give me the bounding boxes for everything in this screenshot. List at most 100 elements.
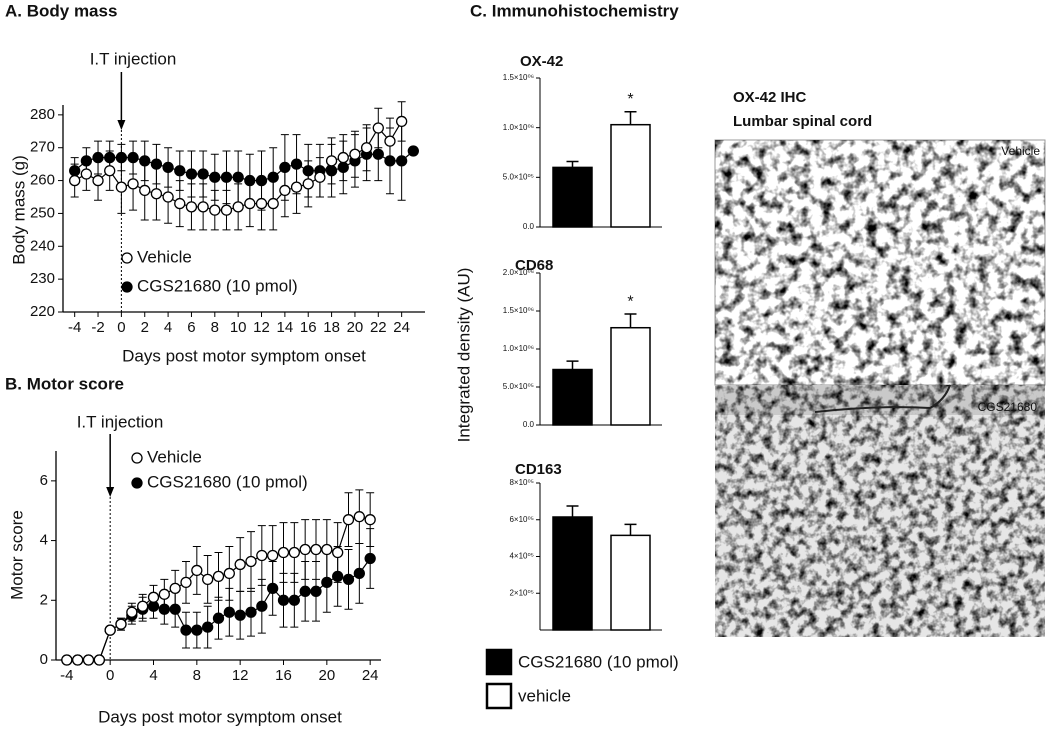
point — [139, 184, 151, 197]
point — [72, 654, 84, 666]
y-tick-label: 8×10⁰⁵ — [509, 478, 534, 487]
point — [139, 155, 151, 167]
error-bar — [566, 505, 579, 517]
point — [162, 161, 174, 174]
point — [267, 171, 279, 183]
point — [174, 165, 186, 177]
point — [93, 654, 105, 666]
point — [267, 197, 279, 210]
x-tick-label: 16 — [275, 667, 292, 684]
y-tick-label: 6 — [40, 472, 48, 489]
x-tick-label: 24 — [393, 319, 410, 336]
point — [364, 514, 376, 526]
point — [69, 174, 81, 187]
point — [127, 151, 139, 164]
x-tick-label: -4 — [68, 319, 81, 336]
point — [150, 188, 163, 200]
x-tick-label: 12 — [253, 319, 270, 336]
legend-label: CGS21680 (10 pmol) — [147, 472, 308, 491]
y-tick-label: 5.0×10⁰⁵ — [503, 382, 534, 391]
significance: * — [627, 293, 633, 310]
point — [220, 204, 233, 216]
point — [395, 155, 408, 167]
point — [277, 546, 290, 559]
point — [220, 171, 233, 183]
point — [82, 654, 95, 666]
point — [69, 165, 81, 177]
point — [197, 168, 209, 180]
bar — [610, 534, 651, 631]
point — [180, 576, 192, 589]
point — [104, 165, 116, 177]
error-bar — [566, 360, 579, 370]
point — [372, 122, 384, 134]
point — [245, 606, 257, 618]
point — [209, 171, 221, 183]
point — [223, 606, 235, 618]
x-tick-label: 8 — [193, 667, 201, 684]
y-tick-label: 240 — [30, 237, 55, 254]
point — [232, 201, 244, 213]
point — [325, 155, 338, 167]
point — [360, 142, 373, 154]
point — [191, 564, 203, 577]
x-tick-label: 18 — [323, 319, 340, 336]
tissue-edge — [814, 384, 951, 413]
point — [342, 514, 355, 526]
image-texture — [715, 140, 1045, 385]
point — [147, 591, 160, 603]
point — [212, 570, 225, 583]
point — [256, 549, 268, 562]
y-tick-label: 2.0×10⁰⁶ — [503, 268, 534, 277]
bar — [610, 326, 651, 426]
x-tick-label: 6 — [187, 319, 195, 336]
point — [288, 546, 300, 559]
legend-label: Vehicle — [147, 447, 202, 466]
micrograph-subtitle: Lumbar spinal cord — [733, 113, 872, 130]
point — [290, 181, 303, 193]
point — [197, 201, 209, 213]
point — [255, 174, 268, 187]
micrograph-title: OX-42 IHC — [733, 89, 807, 106]
point — [232, 171, 244, 183]
y-tick-label: 0.0 — [523, 420, 535, 429]
point — [302, 165, 314, 177]
y-tick-label: 2 — [40, 591, 48, 608]
point — [342, 573, 355, 586]
x-tick-label: -2 — [91, 319, 104, 336]
error-bar — [624, 111, 637, 125]
x-tick-label: 20 — [347, 319, 364, 336]
point — [332, 546, 344, 559]
point — [202, 621, 214, 633]
x-tick-label: 24 — [362, 667, 379, 684]
bar — [552, 368, 593, 426]
x-tick-label: 22 — [370, 319, 387, 336]
point — [169, 582, 181, 594]
point — [267, 549, 279, 562]
point — [353, 511, 365, 523]
point — [288, 594, 300, 606]
x-tick-label: 4 — [149, 667, 157, 684]
micrograph: OX-42 IHC Lumbar spinal cord Vehicle CGS… — [714, 89, 1046, 637]
point — [80, 155, 93, 167]
point — [279, 161, 291, 174]
x-tick-label: 14 — [277, 319, 294, 336]
image-label: Vehicle — [1001, 144, 1040, 158]
legend-marker — [121, 252, 133, 264]
image-texture — [715, 385, 1045, 637]
y-tick-label: 5.0×10⁰⁵ — [503, 172, 534, 181]
point — [212, 612, 225, 624]
point — [349, 148, 361, 160]
point — [158, 588, 170, 600]
y-tick-label: 250 — [30, 204, 55, 221]
bar — [552, 166, 593, 228]
error-bar — [624, 313, 637, 328]
image-label: CGS21680 — [978, 400, 1038, 414]
legend-label: CGS21680 (10 pmol) — [137, 276, 298, 295]
point — [202, 573, 214, 586]
arrow-head — [106, 487, 115, 497]
y-tick-label: 6×10⁰⁵ — [509, 515, 534, 524]
x-tick-label: 12 — [232, 667, 249, 684]
bar — [552, 516, 593, 631]
